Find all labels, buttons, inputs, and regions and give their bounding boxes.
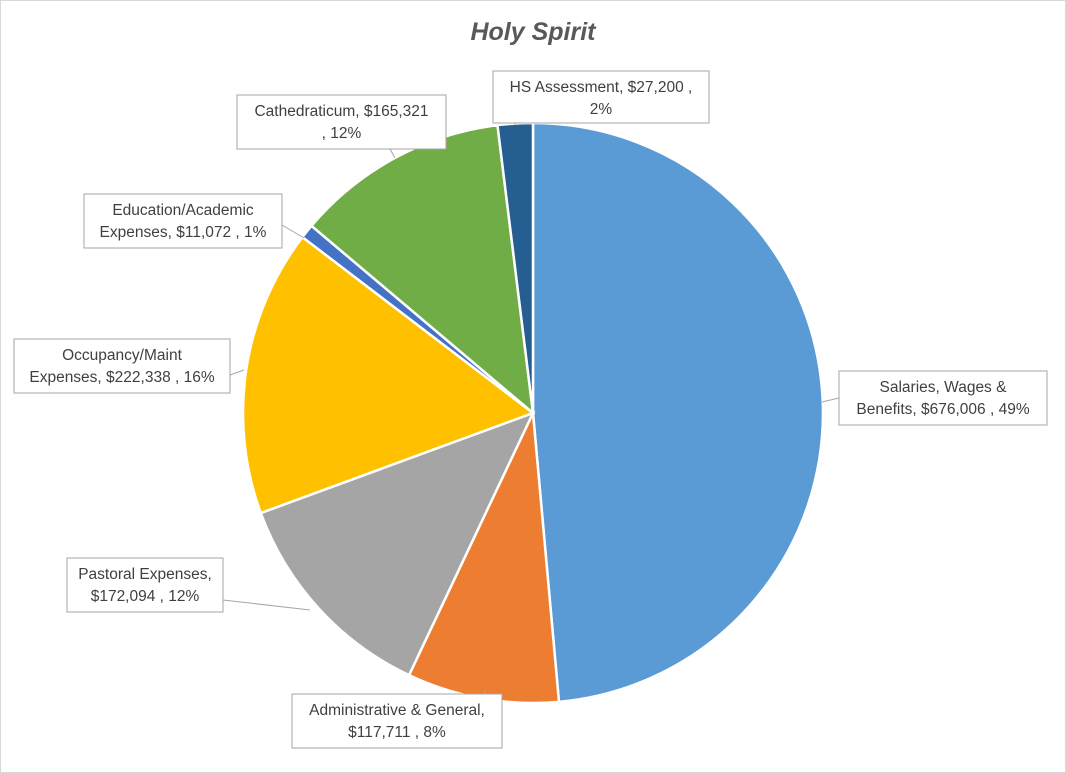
data-label-occupancy-maint-expenses: Occupancy/Maint Expenses, $222,338 , 16% [13, 338, 245, 394]
leader-line [229, 369, 245, 376]
data-label-text: HS Assessment, $27,200 , [510, 79, 693, 96]
data-label-text: Expenses, $222,338 , 16% [29, 369, 214, 386]
data-label-text: $117,711 , 8% [348, 724, 446, 741]
data-label-box [838, 370, 1048, 426]
data-label-cathedraticum: Cathedraticum, $165,321 , 12% [236, 94, 447, 159]
data-label-text: Benefits, $676,006 , 49% [856, 401, 1029, 418]
leader-line [821, 397, 840, 403]
data-label-text: Administrative & General, [309, 702, 485, 719]
data-label-text: Pastoral Expenses, [78, 566, 212, 583]
data-label-text: Salaries, Wages & [880, 379, 1008, 396]
data-label-box [291, 693, 503, 749]
data-label-pastoral-expenses: Pastoral Expenses, $172,094 , 12% [66, 557, 311, 613]
data-label-education-academic-expenses: Education/Academic Expenses, $11,072 , 1% [83, 193, 305, 249]
data-label-box [13, 338, 231, 394]
data-label-text: , 12% [322, 125, 362, 142]
data-label-box [492, 70, 710, 124]
data-label-text: $172,094 , 12% [91, 588, 200, 605]
data-label-text: Cathedraticum, $165,321 [254, 103, 428, 120]
data-label-text: 2% [590, 101, 613, 118]
pie-slice-occupancy-maint-expenses [241, 235, 536, 515]
data-label-box [66, 557, 224, 613]
data-label-box [83, 193, 283, 249]
leader-line [281, 224, 305, 239]
data-label-text: Occupancy/Maint [62, 347, 182, 364]
leader-line [222, 599, 311, 611]
data-label-administrative-general: Administrative & General, $117,711 , 8% [291, 690, 503, 749]
leader-line [389, 148, 396, 159]
data-label-box [236, 94, 447, 150]
data-label-text: Education/Academic [112, 202, 254, 219]
pie-slice-salaries-wages-benefits [531, 121, 825, 704]
chart-title: Holy Spirit [470, 18, 596, 46]
data-label-salaries-wages-benefits: Salaries, Wages & Benefits, $676,006 , 49… [821, 370, 1048, 426]
data-label-hs-assessment: HS Assessment, $27,200 , 2% [492, 70, 710, 125]
pie-slice-pastoral-expenses [259, 410, 536, 677]
data-label-text: Expenses, $11,072 , 1% [100, 224, 267, 241]
